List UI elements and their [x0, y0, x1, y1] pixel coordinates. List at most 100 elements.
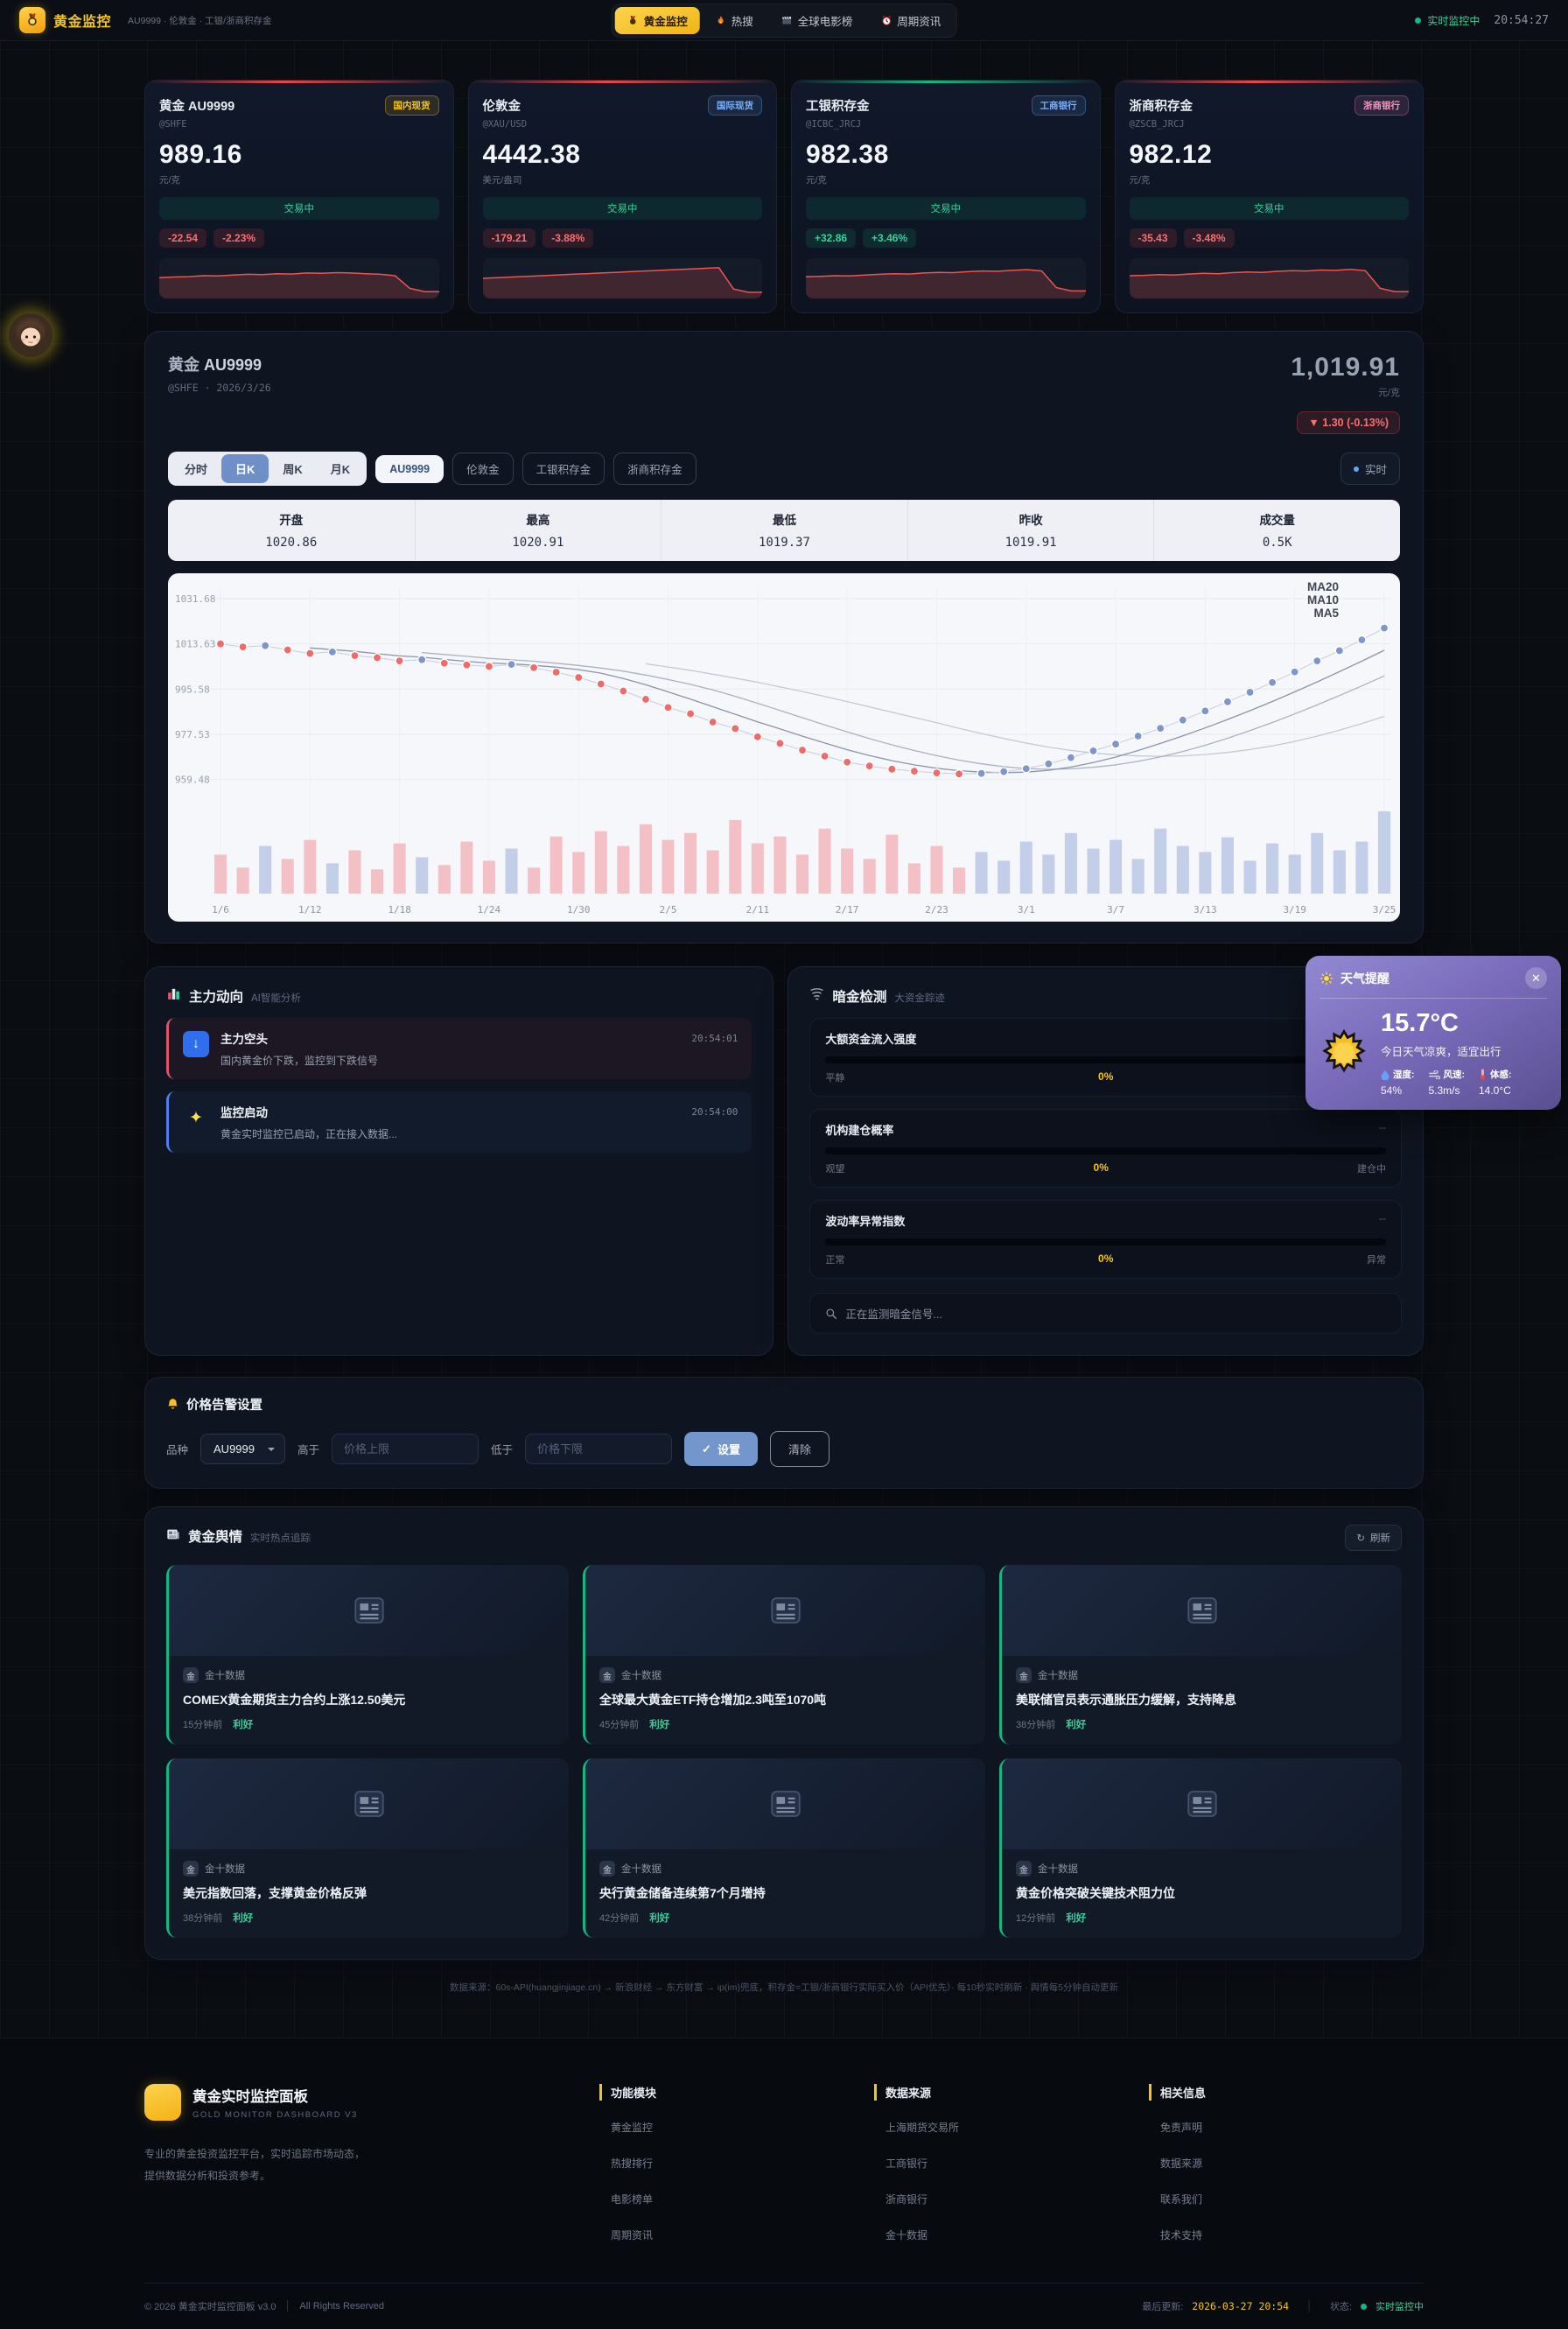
- close-icon[interactable]: ✕: [1525, 967, 1547, 989]
- news-card[interactable]: 金金十数据 COMEX黄金期货主力合约上涨12.50美元 15分钟前 利好: [166, 1565, 569, 1744]
- symbol-london-button[interactable]: 伦敦金: [452, 452, 514, 485]
- humidity-stat: 湿度: 54%: [1381, 1069, 1415, 1097]
- monitoring-status: 正在监测暗金信号...: [809, 1293, 1402, 1334]
- avatar[interactable]: [9, 313, 52, 357]
- footer-col-modules: 功能模块 黄金监控 热搜排行 电影榜单 周期资讯: [599, 2084, 874, 2253]
- flame-icon: [718, 16, 724, 24]
- news-image-placeholder: [1002, 1758, 1402, 1849]
- footer-link[interactable]: 浙商银行: [886, 2193, 928, 2206]
- metric-value: 0%: [1093, 1161, 1109, 1174]
- dark-gold-subtitle: 大资金踪迹: [894, 993, 945, 1004]
- medal-icon: [28, 13, 37, 26]
- footer-link[interactable]: 联系我们: [1160, 2193, 1203, 2206]
- footer-link[interactable]: 热搜排行: [611, 2157, 654, 2170]
- price-card-london-gold[interactable]: 伦敦金 国际现货 @XAU/USD 4442.38 美元/盎司 交易中 -179…: [467, 80, 777, 313]
- symbol-select-wrap: AU9999: [200, 1434, 286, 1464]
- news-card[interactable]: 金金十数据 美联储官员表示通胀压力缓解，支持降息 38分钟前 利好: [999, 1565, 1402, 1744]
- tab-hot-search[interactable]: 热搜: [704, 7, 766, 34]
- newspaper-icon: [354, 1791, 384, 1817]
- ai-signal-item[interactable]: ✦ 监控启动 20:54:00 黄金实时监控已启动，正在接入数据...: [166, 1091, 752, 1153]
- news-headline: 全球最大黄金ETF持仓增加2.3吨至1070吨: [599, 1693, 827, 1707]
- svg-text:959.48: 959.48: [175, 775, 210, 786]
- news-time: 12分钟前: [1016, 1913, 1056, 1924]
- metric-name: 大额资金流入强度: [825, 1033, 917, 1046]
- footer-brand: 黄金实时监控面板: [192, 2089, 308, 2105]
- metric-left-label: 正常: [825, 1255, 845, 1266]
- realtime-label: 实时: [1364, 464, 1387, 476]
- sparkline: [1129, 258, 1409, 298]
- news-time: 42分钟前: [599, 1913, 640, 1924]
- ai-signal-item[interactable]: ↓ 主力空头 20:54:01 国内黄金价下跌，监控到下跌信号: [166, 1018, 752, 1079]
- price-card-icbc-gold[interactable]: 工银积存金 工商银行 @ICBC_JRCJ 982.38 元/克 交易中 +32…: [791, 80, 1101, 313]
- realtime-button[interactable]: 实时: [1340, 452, 1400, 485]
- svg-text:1/6: 1/6: [212, 904, 229, 915]
- symbol-icbc-button[interactable]: 工银积存金: [522, 452, 606, 485]
- nav-tabs: 黄金监控 热搜 全球电影榜 周期资讯: [611, 3, 957, 38]
- news-card[interactable]: 金金十数据 黄金价格突破关键技术阻力位 12分钟前 利好: [999, 1758, 1402, 1938]
- footer-link[interactable]: 上海期货交易所: [886, 2122, 960, 2134]
- news-card[interactable]: 金金十数据 美元指数回落，支撑黄金价格反弹 38分钟前 利好: [166, 1758, 569, 1938]
- svg-text:3/1: 3/1: [1018, 904, 1035, 915]
- tab-period-daily[interactable]: 日K: [221, 454, 270, 483]
- footer-link[interactable]: 周期资讯: [611, 2229, 654, 2241]
- alert-settings-panel: 价格告警设置 品种 AU9999 高于 低于 ✓ 设置 清除: [144, 1377, 1424, 1489]
- ai-item-desc: 黄金实时监控已启动，正在接入数据...: [220, 1128, 398, 1140]
- price-card-au9999[interactable]: 黄金 AU9999 国内现货 @SHFE 989.16 元/克 交易中 -22.…: [144, 80, 454, 313]
- card-accent-bar: [145, 81, 453, 83]
- svg-text:1031.68: 1031.68: [175, 593, 215, 605]
- set-alert-button[interactable]: ✓ 设置: [684, 1432, 758, 1466]
- card-accent-bar: [1115, 81, 1423, 83]
- weather-title: 天气提醒: [1340, 971, 1390, 986]
- card-price: 4442.38: [482, 140, 581, 169]
- news-headline: 美元指数回落，支撑黄金价格反弹: [183, 1886, 367, 1900]
- tab-period-monthly[interactable]: 月K: [330, 463, 351, 476]
- lower-price-input[interactable]: [525, 1434, 673, 1464]
- change-percent: -3.48%: [1183, 228, 1235, 248]
- svg-text:2/17: 2/17: [836, 904, 859, 915]
- price-unit: 元/克: [1377, 388, 1400, 398]
- refresh-button[interactable]: ↻ 刷新: [1345, 1525, 1402, 1551]
- droplet-icon: [1381, 1069, 1390, 1080]
- card-code: @SHFE: [159, 119, 187, 130]
- svg-text:2/11: 2/11: [746, 904, 770, 915]
- stat-value: 1019.91: [1004, 536, 1057, 550]
- main-chart-panel: 黄金 AU9999 @SHFE · 2026/3/26 1,019.91 元/克…: [144, 331, 1424, 944]
- footer-link[interactable]: 金十数据: [886, 2229, 928, 2241]
- tab-period-weekly[interactable]: 周K: [283, 463, 303, 476]
- symbol-zscb-button[interactable]: 浙商积存金: [613, 452, 696, 485]
- news-image-placeholder: [585, 1565, 985, 1656]
- newspaper-icon: [1186, 1791, 1217, 1817]
- footer-status-label: 状态:: [1329, 2302, 1352, 2312]
- tab-cycle-news[interactable]: 周期资讯: [868, 7, 953, 34]
- footer-link[interactable]: 工商银行: [886, 2157, 928, 2170]
- footer-link[interactable]: 电影榜单: [611, 2193, 654, 2206]
- news-source: 金十数据: [1038, 1671, 1078, 1681]
- bell-icon: [168, 1399, 178, 1409]
- footer-link[interactable]: 免责声明: [1160, 2122, 1203, 2134]
- clear-alert-button[interactable]: 清除: [769, 1431, 830, 1467]
- metric-value: 0%: [1098, 1252, 1114, 1265]
- chart-subtitle: @SHFE · 2026/3/26: [168, 382, 271, 394]
- footer-link[interactable]: 数据来源: [1160, 2157, 1203, 2170]
- symbol-au9999-button[interactable]: AU9999: [375, 454, 444, 483]
- news-card[interactable]: 金金十数据 全球最大黄金ETF持仓增加2.3吨至1070吨 45分钟前 利好: [583, 1565, 985, 1744]
- footer-link[interactable]: 黄金监控: [611, 2122, 654, 2134]
- copyright: © 2026 黄金实时监控面板 v3.0: [144, 2302, 276, 2312]
- upper-price-input[interactable]: [332, 1434, 480, 1464]
- news-card[interactable]: 金金十数据 央行黄金储备连续第7个月增持 42分钟前 利好: [583, 1758, 985, 1938]
- tab-period-minute[interactable]: 分时: [185, 463, 208, 476]
- coin-icon: 金: [599, 1861, 615, 1877]
- svg-text:995.58: 995.58: [175, 684, 210, 695]
- navbar-right: 实时监控中 20:54:27: [1415, 13, 1549, 28]
- card-price: 982.12: [1129, 140, 1213, 169]
- coin-icon: 金: [183, 1667, 199, 1683]
- symbol-select[interactable]: AU9999: [200, 1434, 286, 1464]
- metric-position-probability: 机构建仓概率 -- 观望 0% 建仓中: [809, 1109, 1402, 1188]
- ai-item-time: 20:54:01: [691, 1032, 738, 1044]
- tab-movie-ranking[interactable]: 全球电影榜: [769, 7, 865, 34]
- newspaper-icon: [167, 1529, 179, 1540]
- news-image-placeholder: [169, 1758, 569, 1849]
- footer-link[interactable]: 技术支持: [1160, 2229, 1203, 2241]
- tab-gold-monitor[interactable]: 黄金监控: [614, 6, 700, 34]
- price-card-zscb-gold[interactable]: 浙商积存金 浙商银行 @ZSCB_JRCJ 982.12 元/克 交易中 -35…: [1114, 80, 1424, 313]
